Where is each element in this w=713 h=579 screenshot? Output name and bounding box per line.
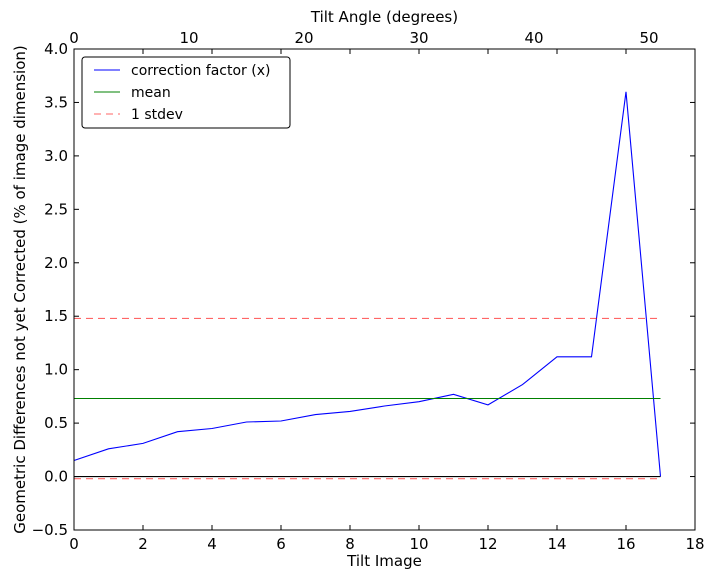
- x-tick-label: 4: [207, 535, 217, 553]
- top-x-axis-label: Tilt Angle (degrees): [310, 8, 458, 26]
- x-tick-label: 16: [616, 535, 635, 553]
- legend: correction factor (x) mean 1 stdev: [81, 56, 291, 129]
- x-tick-label: 2: [138, 535, 148, 553]
- x-axis-label: Tilt Image: [346, 552, 422, 570]
- y-tick-label: 0.0: [44, 468, 68, 486]
- y-tick-label: 2.0: [44, 254, 68, 272]
- y-tick-label: 4.0: [44, 40, 68, 58]
- legend-label: 1 stdev: [131, 107, 183, 123]
- top-x-tick-label: 50: [639, 29, 658, 47]
- top-x-tick-label: 10: [179, 29, 198, 47]
- y-tick-label: 1.5: [44, 307, 68, 325]
- top-x-tick-label: 20: [294, 29, 313, 47]
- top-x-tick-label: 30: [409, 29, 428, 47]
- top-x-tick-label: 0: [69, 29, 79, 47]
- legend-box: [81, 56, 291, 129]
- top-x-tick-label: 40: [524, 29, 543, 47]
- y-axis-label: Geometric Differences not yet Corrected …: [11, 45, 29, 534]
- y-tick-label: 3.5: [44, 93, 68, 111]
- plot-frame: [73, 48, 696, 531]
- y-tick-label: 1.0: [44, 361, 68, 379]
- x-tick-label: 10: [409, 535, 428, 553]
- series-layer: [73, 91, 662, 480]
- x-tick-label: 12: [478, 535, 497, 553]
- ticks-layer: 0 2 4 6 8 10 12 14 16 18 −0.5 0.0 0.5 1.0 1.5 2.0 2.5 3.0…: [32, 29, 705, 553]
- y-tick-label: −0.5: [32, 521, 68, 539]
- x-tick-label: 18: [685, 535, 704, 553]
- x-tick-label: 6: [276, 535, 286, 553]
- legend-label: mean: [131, 85, 171, 101]
- legend-label: correction factor (x): [131, 63, 270, 79]
- y-tick-label: 2.5: [44, 200, 68, 218]
- series-line-correction-factor-x: [73, 91, 662, 477]
- x-tick-label: 0: [69, 535, 79, 553]
- y-tick-label: 0.5: [44, 414, 68, 432]
- y-tick-label: 3.0: [44, 147, 68, 165]
- x-tick-label: 8: [345, 535, 355, 553]
- x-tick-label: 14: [547, 535, 566, 553]
